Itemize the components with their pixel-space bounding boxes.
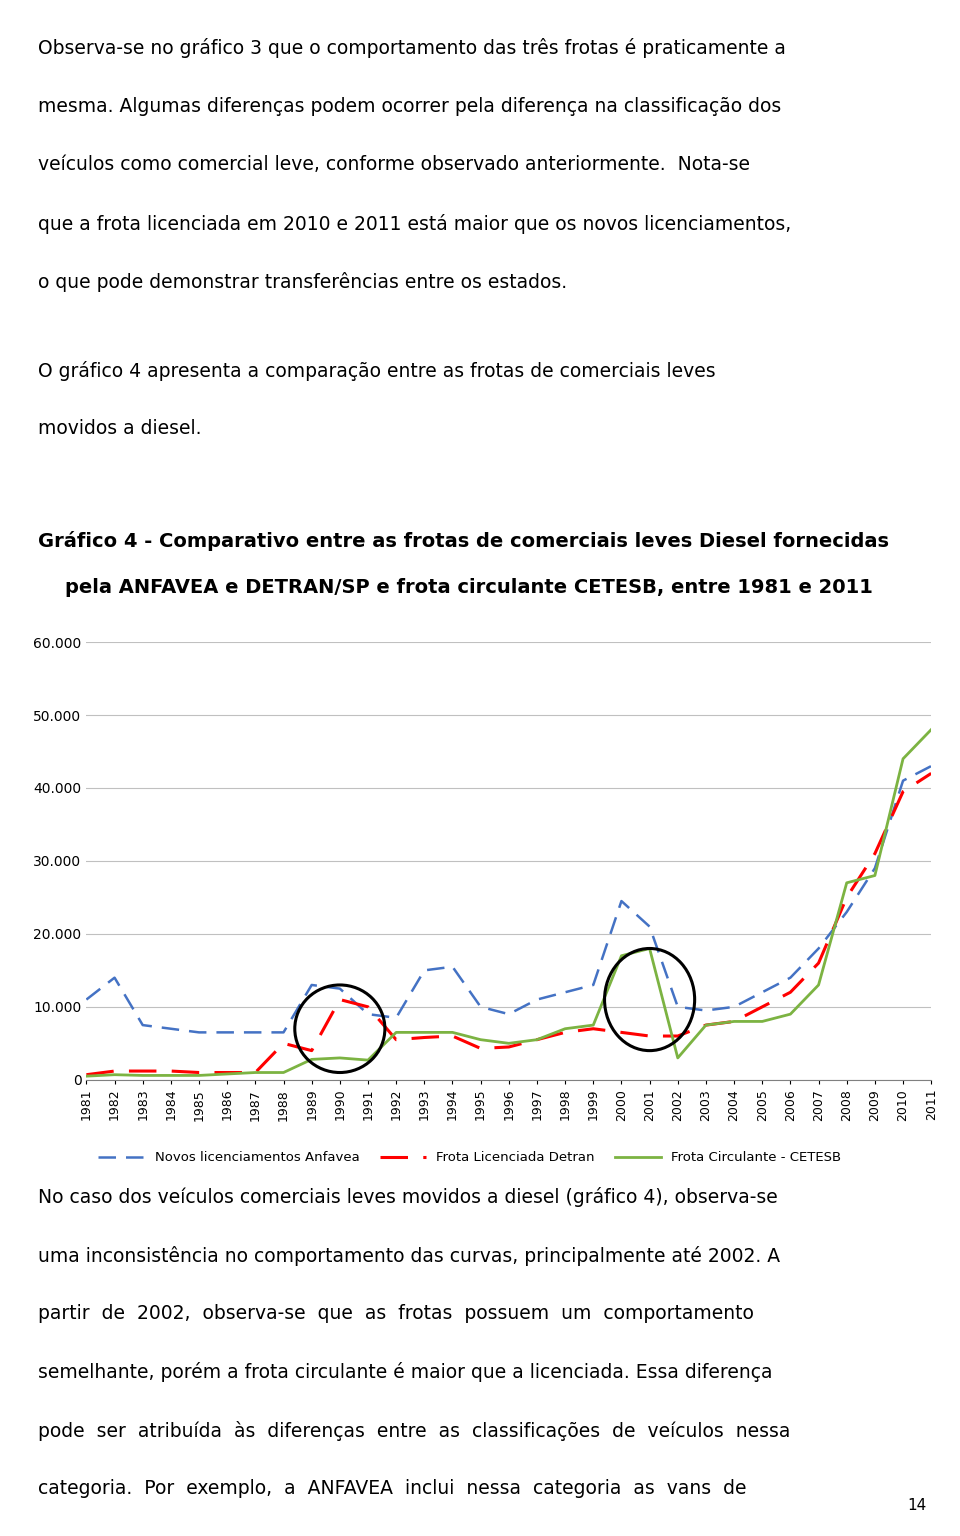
Text: 14: 14 (907, 1498, 926, 1513)
Text: que a frota licenciada em 2010 e 2011 está maior que os novos licenciamentos,: que a frota licenciada em 2010 e 2011 es… (38, 214, 792, 233)
Text: categoria.  Por  exemplo,  a  ANFAVEA  inclui  nessa  categoria  as  vans  de: categoria. Por exemplo, a ANFAVEA inclui… (38, 1479, 747, 1498)
Text: Gráfico 4 - Comparativo entre as frotas de comerciais leves Diesel fornecidas: Gráfico 4 - Comparativo entre as frotas … (38, 531, 889, 551)
Text: O gráfico 4 apresenta a comparação entre as frotas de comerciais leves: O gráfico 4 apresenta a comparação entre… (38, 361, 716, 381)
Text: pode  ser  atribuída  às  diferenças  entre  as  classificações  de  veículos  n: pode ser atribuída às diferenças entre a… (38, 1421, 791, 1441)
Text: No caso dos veículos comerciais leves movidos a diesel (gráfico 4), observa-se: No caso dos veículos comerciais leves mo… (38, 1187, 779, 1207)
Text: veículos como comercial leve, conforme observado anteriormente.  Nota-se: veículos como comercial leve, conforme o… (38, 155, 751, 174)
Text: movidos a diesel.: movidos a diesel. (38, 419, 202, 438)
Text: o que pode demonstrar transferências entre os estados.: o que pode demonstrar transferências ent… (38, 272, 567, 292)
Text: Observa-se no gráfico 3 que o comportamento das três frotas é praticamente a: Observa-se no gráfico 3 que o comportame… (38, 38, 786, 58)
Text: semelhante, porém a frota circulante é maior que a licenciada. Essa diferença: semelhante, porém a frota circulante é m… (38, 1362, 773, 1382)
Text: mesma. Algumas diferenças podem ocorrer pela diferença na classificação dos: mesma. Algumas diferenças podem ocorrer … (38, 97, 781, 115)
Text: pela ANFAVEA e DETRAN/SP e frota circulante CETESB, entre 1981 e 2011: pela ANFAVEA e DETRAN/SP e frota circula… (38, 578, 874, 596)
Text: partir  de  2002,  observa-se  que  as  frotas  possuem  um  comportamento: partir de 2002, observa-se que as frotas… (38, 1304, 755, 1322)
Legend: Novos licenciamentos Anfavea, Frota Licenciada Detran, Frota Circulante - CETESB: Novos licenciamentos Anfavea, Frota Lice… (93, 1146, 847, 1169)
Text: uma inconsistência no comportamento das curvas, principalmente até 2002. A: uma inconsistência no comportamento das … (38, 1246, 780, 1266)
